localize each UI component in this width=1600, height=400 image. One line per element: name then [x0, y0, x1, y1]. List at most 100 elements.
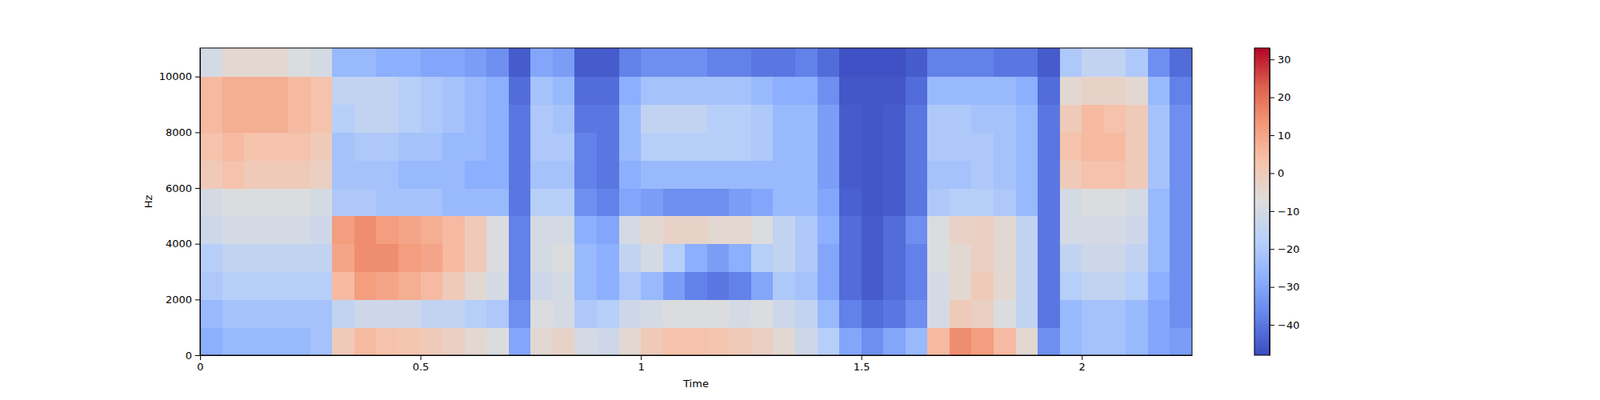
heatmap-cell — [1169, 160, 1192, 188]
heatmap-cell — [1060, 188, 1083, 216]
heatmap-cell — [574, 244, 597, 272]
heatmap-cell — [310, 216, 333, 244]
tick-mark — [1269, 59, 1275, 60]
heatmap-cell — [684, 76, 708, 105]
heatmap-cell — [574, 327, 597, 356]
tick: 30 — [1269, 53, 1292, 66]
heatmap-cell — [464, 299, 488, 328]
heatmap-cell — [310, 188, 333, 216]
heatmap-cell — [1060, 299, 1083, 328]
y-axis-title: Hz — [142, 195, 155, 209]
heatmap-cell — [244, 216, 267, 244]
heatmap-cell — [905, 188, 928, 216]
heatmap-cell — [420, 299, 444, 328]
heatmap-cell — [795, 104, 818, 133]
heatmap-cell — [663, 188, 686, 216]
x-axis: 00.511.52 — [196, 355, 1192, 373]
tick-mark — [195, 132, 200, 133]
heatmap-cell — [839, 48, 862, 77]
heatmap-cell — [619, 188, 642, 216]
heatmap-cell — [574, 160, 597, 188]
heatmap-cell — [1104, 160, 1127, 188]
heatmap-cell — [817, 244, 840, 272]
heatmap-cell — [949, 160, 972, 188]
heatmap-cell — [508, 299, 532, 328]
heatmap-cell — [1148, 299, 1171, 328]
heatmap-cell — [707, 48, 730, 77]
heatmap-cell — [486, 216, 509, 244]
heatmap-cell — [266, 188, 289, 216]
heatmap-cell — [222, 104, 245, 133]
heatmap-cell — [1148, 244, 1171, 272]
tick-mark — [420, 355, 422, 360]
heatmap-cell — [288, 76, 311, 105]
heatmap-cell — [640, 76, 664, 105]
heatmap-cell — [949, 299, 972, 328]
heatmap-cell — [508, 160, 532, 188]
heatmap-cell — [795, 160, 818, 188]
heatmap-cell — [1104, 104, 1127, 133]
heatmap-cell — [861, 104, 884, 133]
heatmap-cell — [839, 299, 862, 328]
heatmap-cell — [486, 48, 509, 77]
heatmap-cell — [772, 76, 796, 105]
heatmap-cell — [971, 132, 994, 160]
heatmap-cell — [927, 188, 950, 216]
heatmap-cell — [861, 48, 884, 77]
heatmap-cell — [398, 327, 421, 356]
heatmap-cell — [1016, 48, 1039, 77]
heatmap-cell — [596, 188, 620, 216]
heatmap-cell — [552, 244, 576, 272]
heatmap-cell — [288, 327, 311, 356]
heatmap-cell — [1016, 299, 1039, 328]
heatmap-cell — [1148, 160, 1171, 188]
heatmap-cell — [1037, 244, 1060, 272]
heatmap-cell — [244, 327, 267, 356]
tick-label: 1.5 — [853, 360, 871, 373]
heatmap-cell — [1060, 76, 1083, 105]
heatmap-cell — [464, 132, 488, 160]
heatmap-cell — [883, 104, 906, 133]
heatmap-cell — [1081, 76, 1104, 105]
heatmap-cell — [332, 299, 355, 328]
heatmap-cell — [442, 104, 465, 133]
heatmap-cell — [376, 160, 399, 188]
heatmap-cell — [971, 327, 994, 356]
heatmap-cell — [663, 132, 686, 160]
heatmap-cell — [684, 188, 708, 216]
heatmap-cell — [1169, 327, 1192, 356]
heatmap-cell — [751, 132, 774, 160]
heatmap-cell — [1104, 299, 1127, 328]
heatmap-cell — [663, 272, 686, 300]
heatmap-cell — [839, 76, 862, 105]
heatmap-cell — [619, 244, 642, 272]
heatmap-cell — [222, 48, 245, 77]
heatmap-cell — [684, 160, 708, 188]
heatmap-cell — [222, 160, 245, 188]
heatmap-cell — [663, 76, 686, 105]
heatmap-cell — [883, 188, 906, 216]
heatmap-cell — [200, 48, 223, 77]
heatmap-cell — [530, 48, 553, 77]
heatmap-cell — [442, 216, 465, 244]
heatmap-cell — [420, 188, 444, 216]
tick: 4000 — [165, 237, 200, 250]
heatmap-cell — [288, 216, 311, 244]
tick-label: 4000 — [165, 237, 192, 250]
heatmap-cell — [927, 160, 950, 188]
heatmap-cell — [772, 48, 796, 77]
heatmap-cell — [971, 216, 994, 244]
heatmap-cell — [420, 272, 444, 300]
heatmap-cell — [684, 327, 708, 356]
tick-label: 10 — [1277, 129, 1292, 142]
heatmap-cell — [464, 160, 488, 188]
heatmap-cell — [684, 104, 708, 133]
heatmap-cell — [795, 48, 818, 77]
heatmap-cell — [244, 132, 267, 160]
heatmap-cell — [663, 104, 686, 133]
heatmap-cell — [574, 216, 597, 244]
heatmap-cell — [288, 132, 311, 160]
heatmap-cell — [1016, 188, 1039, 216]
heatmap-cell — [1081, 160, 1104, 188]
heatmap-cell — [1060, 132, 1083, 160]
